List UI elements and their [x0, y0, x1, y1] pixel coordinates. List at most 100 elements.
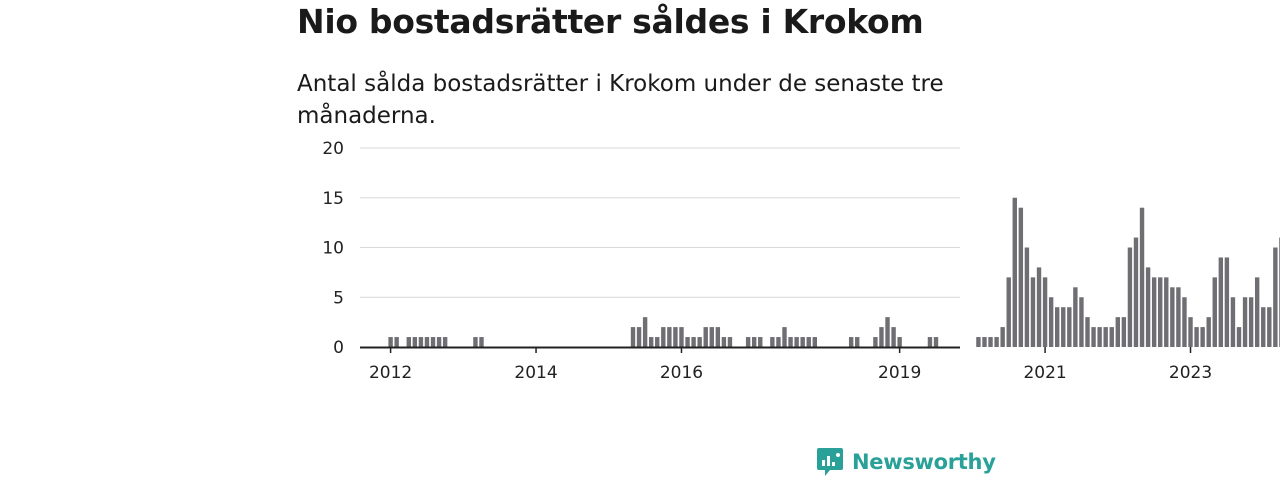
y-tick-label: 5 [333, 288, 344, 308]
bar [885, 317, 890, 347]
bar [430, 337, 436, 347]
bar [1000, 327, 1005, 347]
bar [794, 337, 799, 347]
bar [394, 337, 399, 347]
bar [1188, 317, 1193, 347]
bar [473, 337, 478, 347]
bar [1067, 307, 1072, 347]
bar [1248, 297, 1254, 347]
bar [1164, 277, 1169, 347]
bar [873, 337, 878, 347]
bar [1267, 307, 1272, 347]
bar [1012, 197, 1017, 347]
bar [636, 327, 642, 347]
bar [406, 337, 411, 347]
bar [1254, 277, 1260, 347]
bar [424, 337, 430, 347]
bar [982, 337, 987, 347]
bar [752, 337, 757, 347]
y-axis-ticks: 0 5 10 15 20 [322, 139, 344, 358]
bar [1055, 307, 1060, 347]
bar [1073, 287, 1078, 347]
bars [388, 197, 1280, 347]
bar [1030, 277, 1036, 347]
bar [442, 337, 448, 347]
bar [1042, 277, 1048, 347]
bar [412, 337, 418, 347]
bar [1224, 257, 1230, 347]
bar [879, 327, 884, 347]
bar [927, 337, 933, 347]
bar [1158, 277, 1163, 347]
bar [703, 327, 708, 347]
x-tick-label: 2016 [660, 363, 703, 383]
bar [1194, 327, 1199, 347]
bar [1097, 327, 1102, 347]
bar [788, 337, 793, 347]
bar [630, 327, 636, 347]
y-tick-label: 0 [333, 338, 344, 358]
bar [418, 337, 424, 347]
bar [758, 337, 763, 347]
bar [1151, 277, 1157, 347]
bar [1048, 297, 1054, 347]
bar [648, 337, 654, 347]
bar [1079, 297, 1084, 347]
x-tick-label: 2014 [514, 363, 557, 383]
bar [1018, 207, 1024, 347]
bar [1182, 297, 1187, 347]
bar [642, 317, 648, 347]
bar [1115, 317, 1120, 347]
bar [1176, 287, 1181, 347]
bar [994, 337, 999, 347]
bar [812, 337, 817, 347]
bar [776, 337, 781, 347]
x-axis-ticks: 2012201420162019202120232025 [369, 347, 1212, 383]
bar [679, 327, 684, 347]
bar [691, 337, 696, 347]
bar [479, 337, 484, 347]
bar [988, 337, 993, 347]
y-tick-label: 20 [322, 139, 344, 159]
newsworthy-logo-icon [817, 448, 843, 476]
bar [1236, 327, 1242, 347]
bar [745, 337, 751, 347]
bar [1261, 307, 1266, 347]
bar [1109, 327, 1114, 347]
bar [1133, 237, 1139, 347]
bar [1145, 267, 1151, 347]
bar [1230, 297, 1236, 347]
brand-logo: Newsworthy [816, 446, 996, 478]
bar [1273, 247, 1278, 347]
bar [1206, 317, 1211, 347]
bar [806, 337, 811, 347]
y-tick-label: 15 [322, 189, 344, 209]
bar [897, 337, 902, 347]
bar [1200, 327, 1205, 347]
bar [976, 337, 981, 347]
bar [1006, 277, 1011, 347]
bar [1139, 207, 1145, 347]
bar [661, 327, 666, 347]
bar [933, 337, 939, 347]
x-tick-label: 2019 [878, 363, 921, 383]
y-tick-label: 10 [322, 239, 344, 259]
bar [1127, 247, 1133, 347]
bar [891, 327, 896, 347]
bar [1170, 287, 1175, 347]
grid-lines [360, 147, 960, 298]
bar [388, 337, 393, 347]
bar [436, 337, 442, 347]
bar [770, 337, 775, 347]
bar [1085, 317, 1090, 347]
bar [667, 327, 672, 347]
x-tick-label: 2012 [369, 363, 412, 383]
x-tick-label: 2023 [1169, 363, 1212, 383]
chart-subtitle: Antal sålda bostadsrätter i Krokom under… [297, 71, 944, 129]
bar [1212, 277, 1217, 347]
bar [721, 337, 727, 347]
bar [727, 337, 733, 347]
x-tick-label: 2021 [1023, 363, 1066, 383]
bar [1121, 317, 1127, 347]
